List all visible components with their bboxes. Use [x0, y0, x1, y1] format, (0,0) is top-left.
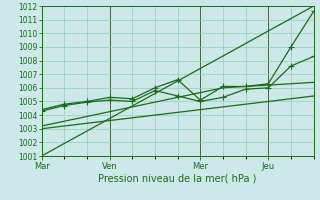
X-axis label: Pression niveau de la mer( hPa ): Pression niveau de la mer( hPa ): [99, 173, 257, 183]
